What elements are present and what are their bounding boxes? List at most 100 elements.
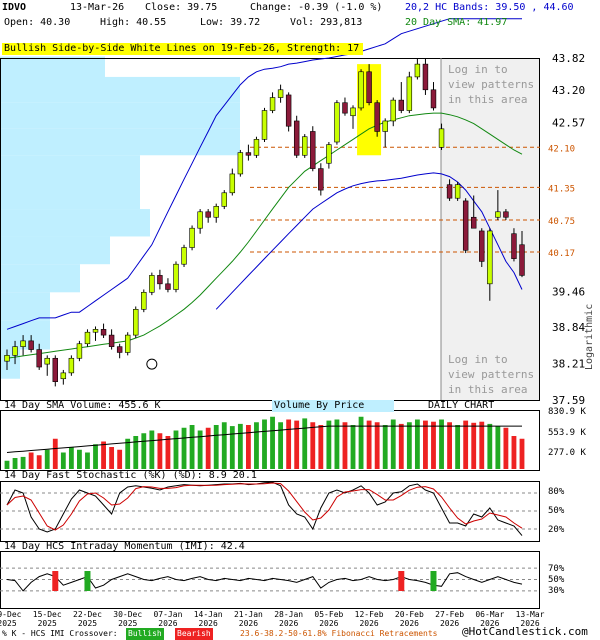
volume-bar: [334, 419, 340, 469]
bull-candle: [197, 211, 203, 229]
volume-bar: [165, 436, 171, 469]
bull-candle: [213, 206, 219, 218]
volume-bar: [181, 427, 187, 469]
bear-candle: [52, 357, 58, 382]
bull-candle: [181, 247, 187, 265]
bear-candle: [342, 102, 348, 114]
imi-crossover-marker: [430, 571, 437, 591]
bear-candle: [422, 63, 429, 91]
stoch-d-line: [6, 482, 523, 531]
bull-candle: [68, 357, 75, 374]
x-tick-year: 2026: [520, 619, 539, 628]
volume-bar: [101, 441, 106, 469]
volume-bar: [358, 416, 364, 469]
x-tick-label: 14-Jan: [194, 610, 223, 619]
bull-candle: [20, 340, 26, 347]
low-label: Low: 39.72: [200, 17, 261, 28]
vol-tick: 553.9 K: [548, 428, 586, 438]
bull-candle: [358, 71, 364, 109]
bull-candle: [414, 63, 421, 78]
volume-bar: [197, 430, 203, 469]
x-tick-label: 06-Mar: [475, 610, 504, 619]
pattern-banner: Bullish Side-by-Side White Lines on 19-F…: [2, 43, 364, 55]
volume-bar: [237, 423, 243, 469]
volume-bar: [286, 419, 292, 469]
volume-bar: [423, 420, 428, 469]
bear-candle: [36, 349, 42, 368]
low-marker: [146, 358, 158, 370]
x-tick-label: 22-Dec: [73, 610, 102, 619]
volume-bar: [20, 456, 26, 469]
volume-bar: [455, 425, 461, 469]
vbp-bar: [0, 236, 110, 265]
bull-candle: [60, 372, 67, 380]
price-tick-label: 40.17: [548, 249, 575, 259]
x-tick-label: 05-Feb: [314, 610, 343, 619]
volume-bar: [44, 449, 50, 469]
x-tick-year: 2025: [0, 619, 17, 628]
vbp-label: Volume By Price: [272, 400, 395, 412]
vbp-bar: [0, 102, 240, 129]
x-tick-year: 2026: [400, 619, 419, 628]
bear-candle: [374, 102, 380, 132]
bear-candle: [100, 329, 107, 336]
bull-candle: [173, 263, 179, 290]
bear-candle: [165, 283, 171, 290]
vbp-bar: [0, 264, 80, 293]
bear-candle: [318, 168, 324, 191]
bull-candle: [44, 357, 50, 365]
volume-bar: [133, 436, 139, 469]
bull-candle: [221, 192, 227, 207]
price-tick-label: 40.75: [548, 217, 575, 227]
bear-candle: [366, 71, 372, 104]
bands-label: 20,2 HC Bands: 39.50 , 44.60: [405, 2, 574, 13]
bear-candle: [245, 152, 252, 156]
bullish-legend: Bullish: [126, 628, 164, 640]
volume-bar: [366, 420, 372, 469]
price-tick-label: 38.21: [552, 358, 585, 371]
bull-candle: [326, 144, 332, 164]
bull-candle: [382, 120, 388, 132]
bull-candle: [189, 227, 195, 248]
volume-bar: [60, 452, 66, 469]
volume-bar: [439, 419, 444, 469]
x-tick-label: 28-Jan: [274, 610, 303, 619]
login-overlay-bottom[interactable]: Log in to view patterns in this area: [448, 352, 534, 397]
vol-label: Vol: 293,813: [290, 17, 363, 28]
volume-bar: [414, 419, 420, 469]
bull-candle: [406, 76, 413, 111]
overlay-line: Log in to: [448, 353, 508, 366]
volume-bar: [125, 438, 131, 469]
volume-bar: [93, 444, 98, 469]
volume-bar: [390, 419, 396, 469]
volume-bar: [254, 422, 259, 469]
imi-crossover-marker: [52, 571, 59, 591]
overlay-line: Log in to: [448, 63, 508, 76]
price-tick-label: 43.20: [552, 84, 585, 97]
vbp-bar: [0, 155, 140, 183]
volume-bar: [229, 426, 235, 469]
x-tick-label: 09-Dec: [0, 610, 22, 619]
stoch-tick: 50%: [548, 506, 565, 516]
stoch-label: 14 Day Fast Stochastic (%K) (%D): 8.9 20…: [4, 470, 257, 481]
volume-bar: [213, 425, 219, 469]
bear-candle: [293, 120, 300, 156]
price-tick-label: 41.35: [548, 184, 575, 194]
overlay-line: view patterns: [448, 78, 535, 91]
bull-candle: [302, 136, 308, 156]
volume-bar: [52, 438, 58, 469]
bear-candle: [285, 94, 292, 127]
bull-candle: [149, 275, 155, 293]
copyright-label[interactable]: @HotCandlestick.com: [462, 625, 588, 638]
x-tick-label: 20-Feb: [395, 610, 424, 619]
vbp-bar: [0, 76, 240, 103]
bull-candle: [92, 329, 99, 333]
bear-candle: [28, 340, 34, 350]
volume-bar: [141, 433, 147, 469]
sma-line: [6, 112, 523, 359]
login-overlay-top[interactable]: Log in to view patterns in this area: [448, 62, 534, 107]
k-crossover-label: % K - HCS IMI Crossover:: [2, 629, 118, 638]
volume-bar: [278, 422, 284, 469]
symbol-label: IDVO: [2, 2, 27, 13]
x-tick-label: 30-Dec: [113, 610, 142, 619]
